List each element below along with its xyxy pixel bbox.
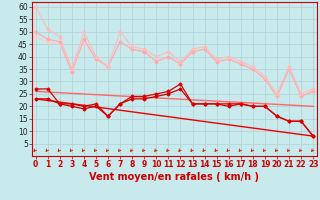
X-axis label: Vent moyen/en rafales ( km/h ): Vent moyen/en rafales ( km/h ) <box>89 172 260 182</box>
